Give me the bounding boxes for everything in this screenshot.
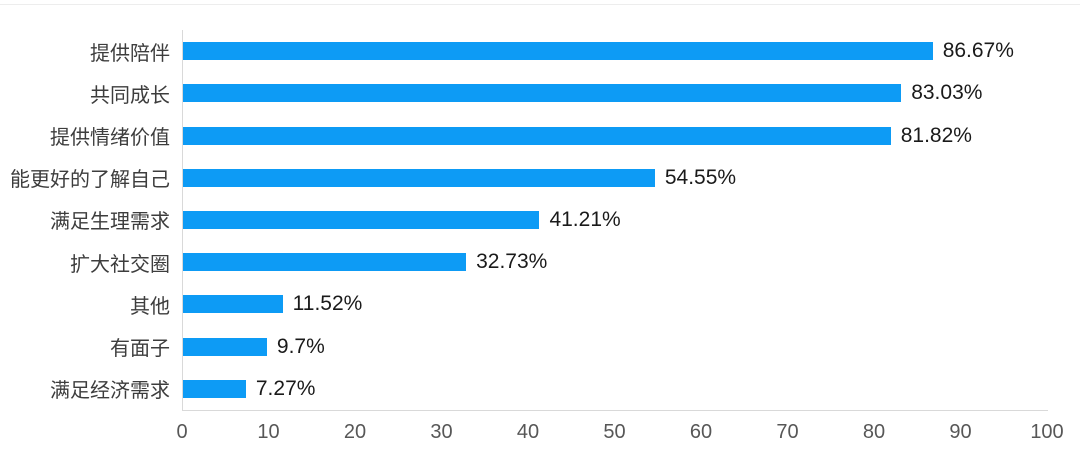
x-tick-label: 100 [1030, 421, 1064, 443]
x-tick-label: 70 [776, 421, 799, 443]
x-tick-label: 80 [862, 421, 886, 443]
bar [183, 210, 540, 229]
bar [183, 42, 933, 61]
bar-row: 41.21% [183, 199, 1048, 241]
category-label: 共同成长 [90, 84, 170, 107]
bar-row: 9.7% [183, 326, 1048, 368]
bar [183, 379, 246, 398]
x-tick-label: 0 [176, 421, 188, 443]
category-label: 满足经济需求 [50, 380, 170, 403]
bar-row: 7.27% [183, 368, 1048, 410]
value-label: 9.7% [276, 334, 325, 358]
value-label: 41.21% [549, 207, 621, 231]
category-axis: 提供陪伴共同成长提供情绪价值能更好的了解自己满足生理需求扩大社交圈其他有面子满足… [0, 30, 170, 410]
value-label: 7.27% [255, 376, 316, 400]
bar [183, 295, 283, 314]
plot-area: 86.67% 83.03% 81.82% 54.55% 41.21% 32.73% 11.5… [182, 30, 1048, 411]
bar-row: 32.73% [183, 241, 1048, 283]
x-tick-label: 90 [949, 421, 972, 443]
category-label: 扩大社交圈 [70, 253, 170, 276]
bar [183, 84, 902, 103]
bar [183, 337, 267, 356]
bar [183, 168, 655, 187]
category-label: 提供情绪价值 [50, 127, 170, 150]
bar-row: 86.67% [183, 30, 1048, 72]
bar [183, 253, 467, 272]
bar-row: 54.55% [183, 157, 1048, 199]
bar-row: 83.03% [183, 72, 1048, 114]
value-label: 11.52% [292, 292, 363, 316]
x-tick-label: 40 [516, 421, 540, 443]
category-label: 有面子 [110, 338, 170, 361]
top-border-line [0, 4, 1080, 5]
bar-row: 11.52% [183, 283, 1048, 325]
x-tick-label: 60 [689, 421, 713, 443]
value-label: 86.67% [942, 39, 1014, 63]
category-label: 提供陪伴 [90, 42, 170, 65]
category-label: 满足生理需求 [50, 211, 170, 234]
value-label: 54.55% [664, 165, 737, 189]
value-label: 32.73% [476, 250, 548, 274]
category-label: 能更好的了解自己 [10, 169, 170, 192]
value-label: 81.82% [900, 123, 972, 147]
x-tick-label: 20 [343, 421, 367, 443]
bar-row: 81.82% [183, 114, 1048, 156]
category-label: 其他 [130, 295, 170, 318]
x-axis: 0 10 20 30 40 50 60 70 80 90 100 [176, 411, 1063, 451]
value-label: 83.03% [911, 81, 983, 105]
x-tick-label: 30 [430, 421, 453, 443]
x-tick-label: 50 [603, 421, 626, 443]
bar [183, 126, 891, 145]
x-tick-label: 10 [257, 421, 280, 443]
